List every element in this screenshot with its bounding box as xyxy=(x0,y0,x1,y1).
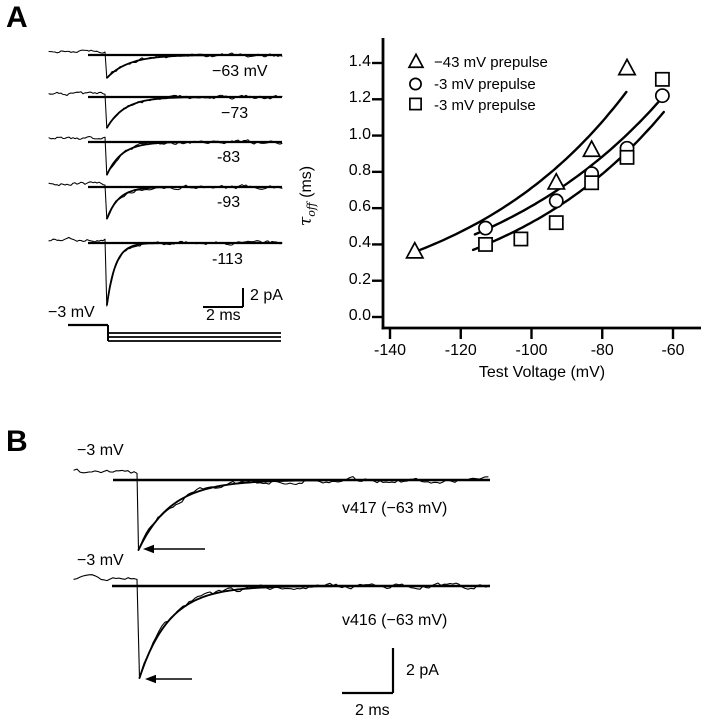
triangle-series-fit-curve xyxy=(411,90,628,254)
plot-fit-curves xyxy=(411,90,665,254)
square-data-marker xyxy=(548,215,564,231)
exponential-fit-trace xyxy=(137,479,440,551)
panel-b-scalebar-current-label: 2 pA xyxy=(406,662,439,679)
y-tick-label: 1.4 xyxy=(348,52,371,70)
panel-a-scalebar-time-label: 2 ms xyxy=(206,307,241,324)
legend-label: -3 mV prepulse xyxy=(434,76,536,93)
exponential-fit-trace xyxy=(138,585,441,679)
exponential-fit-trace xyxy=(106,96,273,129)
circle-data-marker xyxy=(654,88,670,104)
square-data-marker xyxy=(584,175,600,191)
legend-label: -3 mV prepulse xyxy=(434,97,536,114)
x-tick-label: -80 xyxy=(590,342,614,359)
panel-b-current-traces xyxy=(73,468,490,684)
circle-data-marker xyxy=(548,193,564,209)
panel-a-scalebar-current-label: 2 pA xyxy=(250,287,283,304)
trace-voltage-label: -113 xyxy=(212,251,243,268)
exponential-fit-trace xyxy=(106,242,273,306)
triangle-data-marker xyxy=(617,57,637,76)
panel-a-letter: A xyxy=(6,1,28,34)
exponential-fit-trace xyxy=(106,141,273,176)
x-tick-label: -120 xyxy=(444,342,477,359)
trace-voltage-label: −63 mV xyxy=(212,63,268,80)
square-data-marker xyxy=(513,231,529,247)
y-tick-label: 1.2 xyxy=(348,89,371,107)
panel-a-holding-potential-label: −3 mV xyxy=(48,304,95,321)
panel-a-voltage-protocol xyxy=(68,323,281,342)
circle-legend-marker xyxy=(409,77,422,91)
panel-b-step-label: −3 mV xyxy=(77,442,124,459)
triangle-data-marker xyxy=(546,171,566,190)
tau-symbol: τ xyxy=(296,216,316,227)
panel-b-letter: B xyxy=(6,425,28,458)
exponential-fit-trace xyxy=(106,186,273,220)
tau-subscript: off xyxy=(305,202,319,217)
y-tick-label: 0.0 xyxy=(348,307,371,324)
peak-arrow-head xyxy=(145,674,156,684)
panel-b-trace-annotation: v417 (−63 mV) xyxy=(342,500,448,517)
square-data-marker xyxy=(478,236,493,252)
plot-axes xyxy=(372,38,701,339)
circle-data-marker xyxy=(478,220,493,236)
panel-b-scale-bar xyxy=(342,648,395,695)
triangle-legend-marker xyxy=(407,52,425,69)
x-tick-label: -60 xyxy=(661,342,685,359)
trace-voltage-label: −73 xyxy=(221,105,249,122)
raw-current-trace xyxy=(48,181,283,220)
panel-b-step-label: −3 mV xyxy=(77,552,124,569)
plot-data-points xyxy=(405,57,670,259)
square-series-fit-curve xyxy=(471,110,665,252)
y-tick-label: 0.6 xyxy=(348,198,371,216)
triangle-data-marker xyxy=(582,139,602,158)
y-tick-label: 0.2 xyxy=(348,270,371,288)
trace-voltage-label: -83 xyxy=(217,149,241,166)
plot-x-axis-title: Test Voltage (mV) xyxy=(478,364,606,381)
panel-a-scale-bar xyxy=(203,288,244,308)
square-legend-marker xyxy=(409,97,422,111)
y-tick-label: 0.4 xyxy=(348,234,371,252)
x-tick-label: -100 xyxy=(515,342,548,359)
y-tick-label: 1.0 xyxy=(348,125,371,143)
square-data-marker xyxy=(619,149,635,165)
circle-series-fit-curve xyxy=(473,97,663,236)
x-tick-label: -140 xyxy=(373,342,407,359)
panel-a-current-traces xyxy=(48,49,283,307)
square-data-marker xyxy=(654,71,670,87)
raw-current-trace xyxy=(48,236,283,307)
panel-b-scalebar-time-label: 2 ms xyxy=(355,702,390,719)
y-tick-label: 0.8 xyxy=(348,161,371,179)
panel-b-trace-annotation: v416 (−63 mV) xyxy=(342,612,448,629)
legend-label: −43 mV prepulse xyxy=(434,54,548,71)
peak-arrow-head xyxy=(143,544,154,554)
y-axis-units: (ms) xyxy=(298,165,315,203)
triangle-data-marker xyxy=(405,240,425,259)
plot-y-axis-title: τoff (ms) xyxy=(296,131,319,261)
plot-legend-markers xyxy=(407,52,425,111)
trace-voltage-label: -93 xyxy=(217,194,241,211)
raw-current-trace xyxy=(48,135,283,176)
exponential-fit-trace xyxy=(106,54,273,79)
